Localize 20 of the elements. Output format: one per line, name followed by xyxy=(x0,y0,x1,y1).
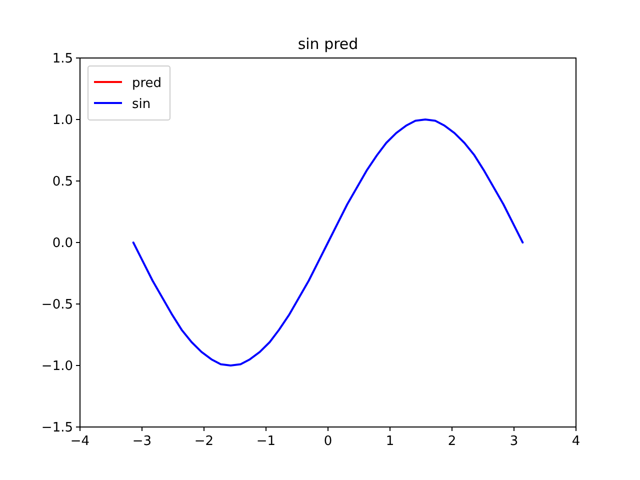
x-tick-label: 3 xyxy=(510,434,518,449)
x-tick-label: 0 xyxy=(324,434,332,449)
line-series xyxy=(132,118,524,366)
y-tick-label: 0.5 xyxy=(52,174,73,190)
y-tick-label: 0.0 xyxy=(52,236,73,251)
x-tick-label: −2 xyxy=(194,434,214,449)
x-tick-label: 1 xyxy=(386,434,394,449)
x-tick-label: −4 xyxy=(70,434,90,449)
x-tick-label: 2 xyxy=(448,434,456,449)
legend-label: sin xyxy=(132,97,151,112)
x-tick-label: 4 xyxy=(572,434,580,449)
y-tick-label: −0.5 xyxy=(41,298,73,312)
chart-title: sin pred xyxy=(298,35,358,53)
x-tick-label: −3 xyxy=(132,434,152,449)
legend-label: pred xyxy=(132,76,162,91)
y-tick-label: −1.0 xyxy=(41,359,73,374)
y-tick-label: −1.5 xyxy=(41,420,73,436)
y-tick-label: 1.0 xyxy=(52,113,73,128)
x-tick-label: −1 xyxy=(256,434,276,449)
y-tick-label: 1.5 xyxy=(52,52,73,66)
